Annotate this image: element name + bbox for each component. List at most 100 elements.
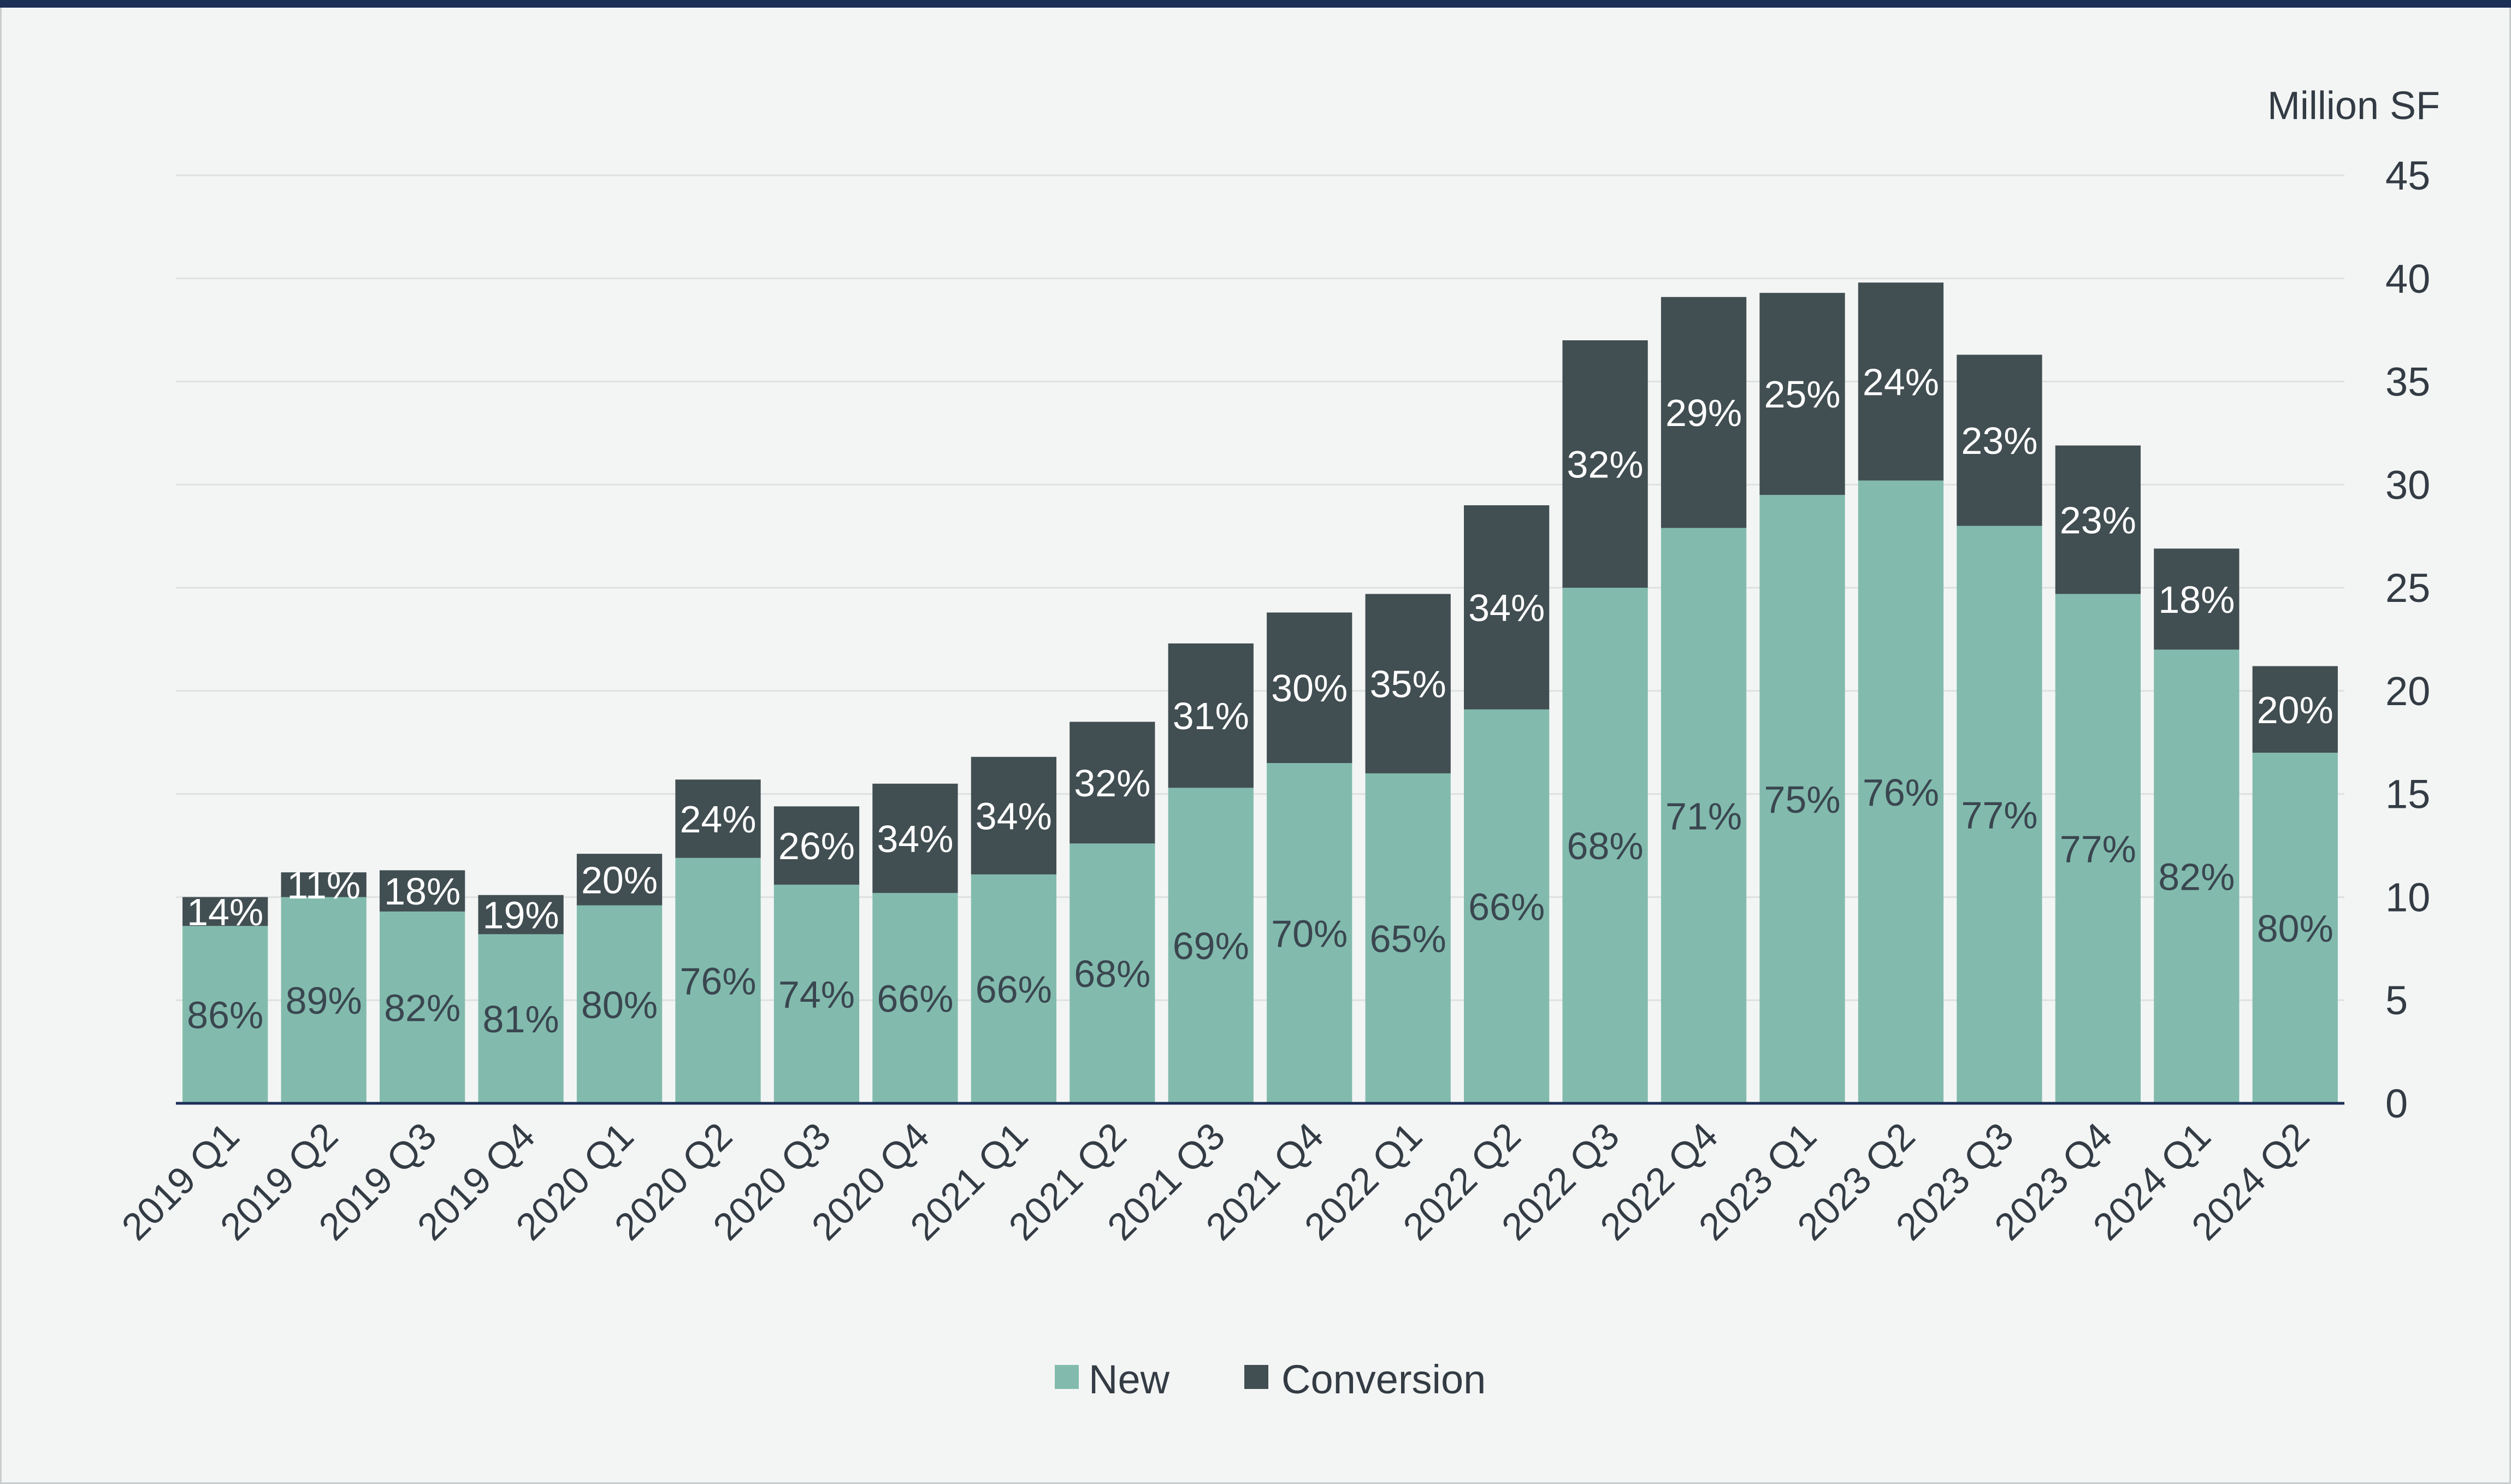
- bar-conversion: [675, 779, 761, 858]
- bar-new: [182, 926, 268, 1103]
- data-label-conversion: 34%: [1468, 587, 1545, 629]
- bar-new: [1463, 709, 1550, 1103]
- bar-conversion: [1070, 722, 1155, 844]
- bar-new: [1070, 843, 1155, 1103]
- bar-new: [379, 911, 465, 1103]
- data-label-new: 66%: [976, 968, 1052, 1010]
- bar-conversion: [872, 783, 958, 893]
- data-label-conversion: 23%: [1961, 419, 2037, 462]
- data-label-conversion: 25%: [1764, 373, 1840, 416]
- data-label-conversion: 20%: [2257, 689, 2333, 731]
- data-label-new: 82%: [2158, 856, 2235, 898]
- data-label-conversion: 34%: [877, 818, 953, 860]
- top-accent-bar: [0, 0, 2511, 8]
- bar-conversion: [576, 854, 663, 906]
- data-label-new: 68%: [1074, 953, 1150, 995]
- bar-conversion: [379, 870, 465, 912]
- data-label-conversion: 31%: [1173, 695, 1249, 737]
- bar-conversion: [1168, 643, 1254, 788]
- data-label-conversion: 32%: [1567, 444, 1644, 486]
- y-tick-label: 45: [2385, 153, 2430, 198]
- data-label-new: 82%: [384, 986, 460, 1029]
- data-label-new: 77%: [1961, 794, 2037, 836]
- bar-conversion: [1562, 340, 1648, 588]
- y-tick-label: 5: [2385, 978, 2408, 1023]
- bar-new: [872, 892, 958, 1103]
- bar-conversion: [1957, 354, 2042, 526]
- data-labels: 86% 14% 89% 11% 82% 18% 81% 19% 80% 20% 76% 24% 74% 2…: [187, 361, 2333, 1041]
- bar-new: [478, 934, 564, 1103]
- bar-new: [1661, 528, 1747, 1103]
- data-label-conversion: 19%: [483, 894, 559, 937]
- bar-conversion: [1759, 293, 1845, 495]
- bar-new: [1957, 525, 2042, 1103]
- data-label-new: 86%: [187, 994, 263, 1037]
- bar-new: [1562, 588, 1648, 1103]
- data-label-conversion: 32%: [1074, 762, 1150, 805]
- bar-new: [675, 858, 761, 1103]
- bar-new: [1858, 480, 1944, 1103]
- data-label-new: 70%: [1271, 913, 1348, 955]
- y-tick-label: 30: [2385, 462, 2430, 507]
- bars: [182, 282, 2338, 1103]
- bar-conversion: [1661, 297, 1747, 528]
- bar-conversion: [2055, 445, 2141, 594]
- bar-new: [1365, 773, 1451, 1103]
- bar-new: [1267, 763, 1352, 1103]
- data-label-conversion: 26%: [778, 825, 855, 867]
- bar-conversion: [773, 806, 860, 885]
- bar-conversion: [1463, 505, 1550, 710]
- data-label-conversion: 18%: [384, 870, 460, 913]
- data-label-new: 74%: [778, 973, 855, 1016]
- bar-conversion: [1365, 594, 1451, 773]
- data-label-conversion: 34%: [976, 795, 1052, 837]
- bar-new: [773, 884, 860, 1103]
- data-label-conversion: 14%: [187, 891, 263, 933]
- bar-new: [2055, 594, 2141, 1103]
- data-label-new: 80%: [2257, 907, 2333, 950]
- data-label-conversion: 23%: [2060, 499, 2136, 542]
- bar-new: [281, 897, 367, 1103]
- data-label-new: 89%: [286, 979, 362, 1022]
- data-label-new: 69%: [1173, 925, 1249, 967]
- y-axis-unit-label: Million SF: [2267, 84, 2440, 128]
- data-label-new: 71%: [1665, 795, 1742, 837]
- data-label-conversion: 18%: [2158, 578, 2235, 621]
- bar-conversion: [971, 756, 1057, 874]
- legend-swatch-conversion: [1244, 1365, 1268, 1389]
- bar-conversion: [182, 897, 268, 926]
- data-label-new: 68%: [1567, 825, 1644, 867]
- bar-conversion: [1267, 612, 1352, 764]
- data-label-new: 80%: [581, 984, 658, 1026]
- y-tick-label: 35: [2385, 359, 2430, 405]
- y-tick-label: 40: [2385, 256, 2430, 301]
- data-label-new: 76%: [680, 960, 756, 1002]
- bar-new: [1759, 495, 1845, 1103]
- data-label-new: 66%: [1468, 885, 1545, 928]
- y-tick-label: 25: [2385, 565, 2430, 611]
- bar-new: [1168, 788, 1254, 1103]
- data-label-new: 76%: [1863, 771, 1939, 814]
- legend-label-conversion: Conversion: [1281, 1357, 1486, 1402]
- data-label-new: 65%: [1370, 918, 1446, 960]
- data-label-conversion: 35%: [1370, 663, 1446, 706]
- legend-swatch-new: [1055, 1365, 1079, 1389]
- data-label-conversion: 30%: [1271, 667, 1348, 710]
- bar-new: [2252, 753, 2338, 1103]
- bar-conversion: [281, 872, 367, 897]
- legend: New Conversion: [1055, 1357, 1486, 1402]
- y-tick-label: 15: [2385, 772, 2430, 817]
- bar-conversion: [1858, 282, 1944, 481]
- data-label-conversion: 29%: [1665, 392, 1742, 434]
- bar-new: [2154, 649, 2240, 1103]
- data-label-conversion: 11%: [287, 864, 361, 907]
- data-label-new: 77%: [2060, 828, 2136, 871]
- y-tick-label: 0: [2385, 1081, 2408, 1126]
- bar-conversion: [478, 895, 564, 935]
- bar-conversion: [2154, 548, 2240, 650]
- y-tick-label: 10: [2385, 874, 2430, 920]
- bar-new: [576, 905, 663, 1103]
- data-label-new: 81%: [483, 998, 559, 1040]
- data-label-conversion: 24%: [680, 798, 756, 841]
